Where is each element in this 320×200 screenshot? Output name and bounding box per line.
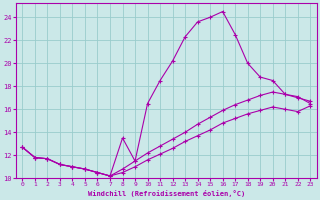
X-axis label: Windchill (Refroidissement éolien,°C): Windchill (Refroidissement éolien,°C) xyxy=(88,190,245,197)
